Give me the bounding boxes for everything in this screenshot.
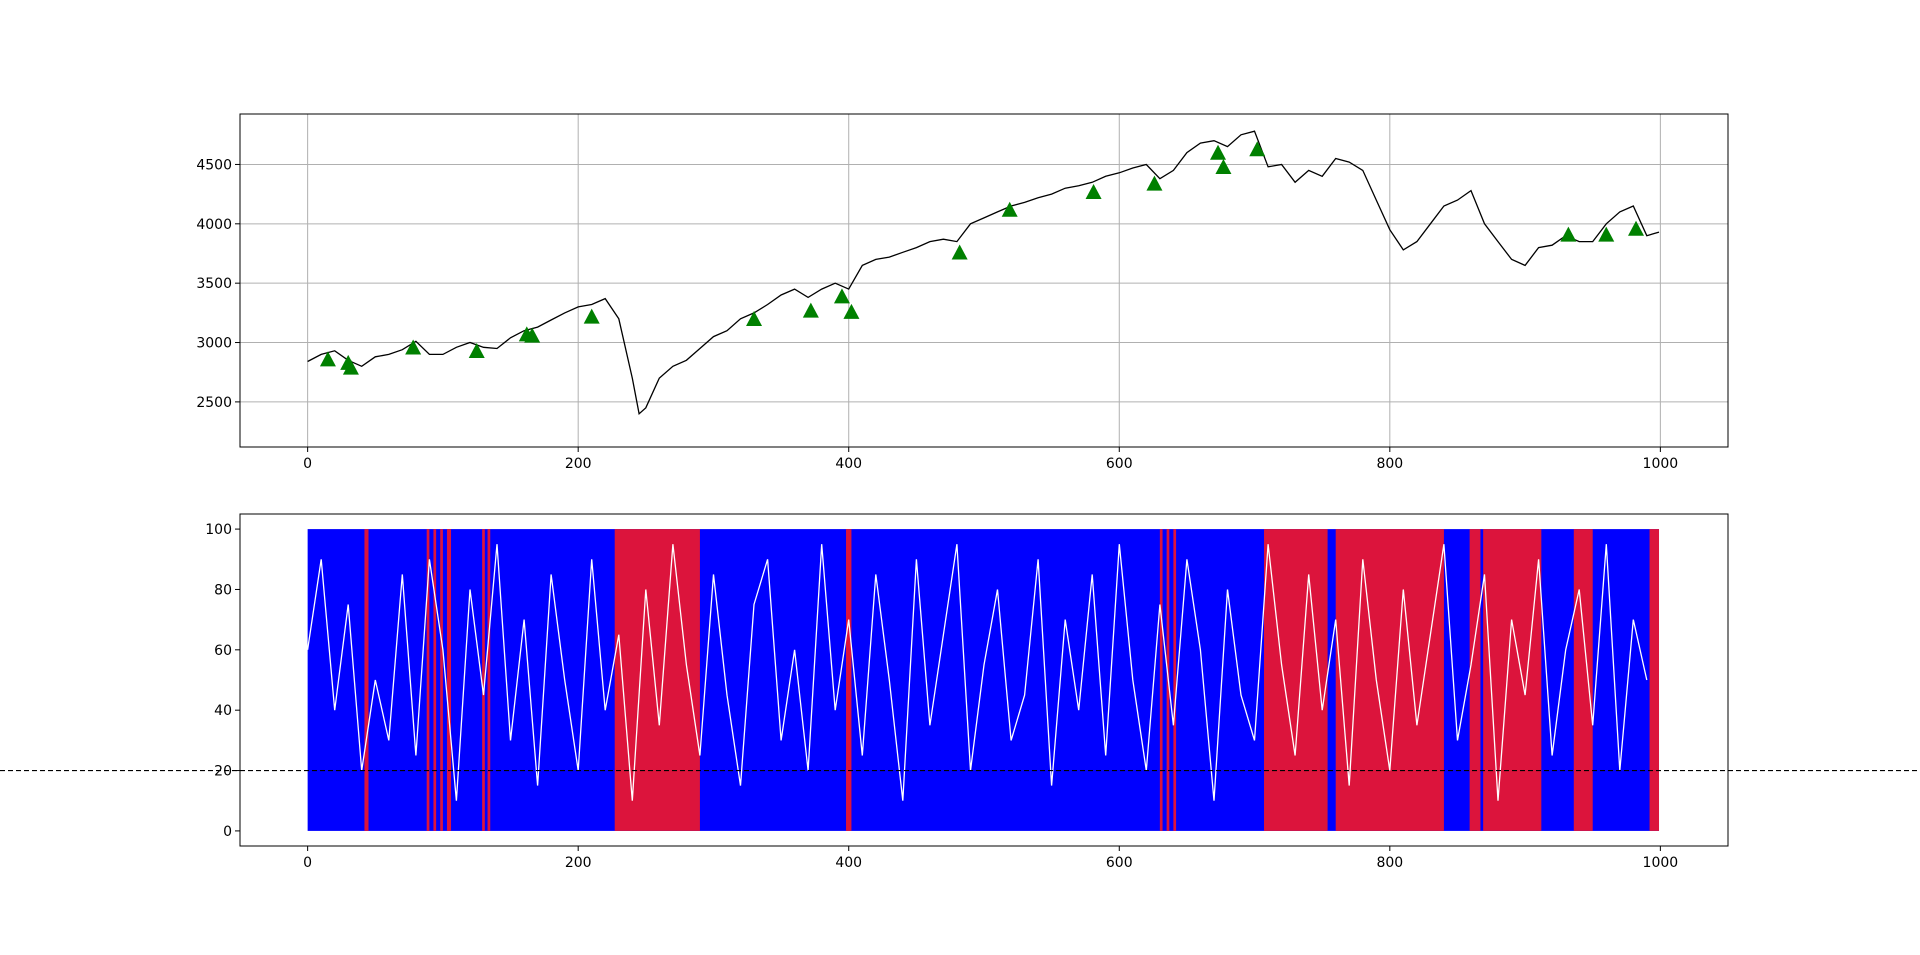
x-tick-label: 600 xyxy=(1106,456,1133,472)
y-tick-label: 2500 xyxy=(196,395,232,411)
x-tick-label: 200 xyxy=(565,855,592,871)
x-tick-label: 400 xyxy=(835,855,862,871)
axes-frame xyxy=(239,113,1729,448)
regime-span xyxy=(440,529,443,831)
marker xyxy=(319,351,336,367)
marker xyxy=(746,310,763,326)
marker xyxy=(833,288,850,304)
y-tick-label: 60 xyxy=(214,643,232,659)
x-tick-label: 600 xyxy=(1106,855,1133,871)
y-tick-label: 80 xyxy=(214,582,232,598)
regime-span xyxy=(482,529,485,831)
marker xyxy=(583,308,600,324)
axes-background xyxy=(240,114,1728,447)
regime-span xyxy=(1173,529,1177,831)
marker xyxy=(1210,144,1227,160)
regime-span xyxy=(433,529,437,831)
regime-span xyxy=(1264,529,1328,831)
regime-span xyxy=(364,529,369,831)
marker xyxy=(1146,175,1163,191)
x-tick-label: 800 xyxy=(1376,855,1403,871)
x-tick-label: 400 xyxy=(835,456,862,472)
marker xyxy=(405,339,422,355)
y-tick-label: 20 xyxy=(214,764,232,780)
marker xyxy=(468,343,485,359)
x-tick-label: 200 xyxy=(565,456,592,472)
axes-frame xyxy=(239,513,1729,847)
series-line xyxy=(306,544,1648,801)
marker xyxy=(1628,220,1645,236)
regime-span xyxy=(1649,529,1660,831)
x-tick-label: 800 xyxy=(1376,456,1403,472)
marker xyxy=(1001,201,1018,217)
regime-span xyxy=(846,529,852,831)
y-tick-label: 0 xyxy=(223,824,232,840)
y-tick-label: 3500 xyxy=(196,276,232,292)
regime-span xyxy=(307,529,1660,831)
marker xyxy=(1249,141,1266,157)
regime-span xyxy=(426,529,430,831)
x-tick-label: 1000 xyxy=(1643,456,1679,472)
marker xyxy=(951,244,968,260)
marker xyxy=(342,359,359,375)
x-tick-label: 1000 xyxy=(1643,855,1679,871)
marker xyxy=(524,327,541,343)
y-tick-label: 3000 xyxy=(196,336,232,352)
regime-span xyxy=(446,529,452,831)
marker xyxy=(802,302,819,318)
regime-span xyxy=(1159,529,1163,831)
regime-span xyxy=(1573,529,1593,831)
marker xyxy=(1560,226,1577,242)
series-line xyxy=(307,130,1660,416)
regime-span xyxy=(614,529,700,831)
regime-span xyxy=(487,529,491,831)
marker xyxy=(1085,183,1102,199)
regime-span xyxy=(1469,529,1481,831)
y-tick-label: 4000 xyxy=(196,217,232,233)
marker xyxy=(1215,159,1232,175)
regime-span xyxy=(1335,529,1444,831)
x-tick-label: 0 xyxy=(303,456,312,472)
marker xyxy=(843,303,860,319)
y-tick-label: 40 xyxy=(214,703,232,719)
y-tick-label: 4500 xyxy=(196,157,232,173)
x-tick-label: 0 xyxy=(303,855,312,871)
regime-span xyxy=(1483,529,1542,831)
marker xyxy=(1598,226,1615,242)
y-tick-label: 100 xyxy=(205,522,232,538)
